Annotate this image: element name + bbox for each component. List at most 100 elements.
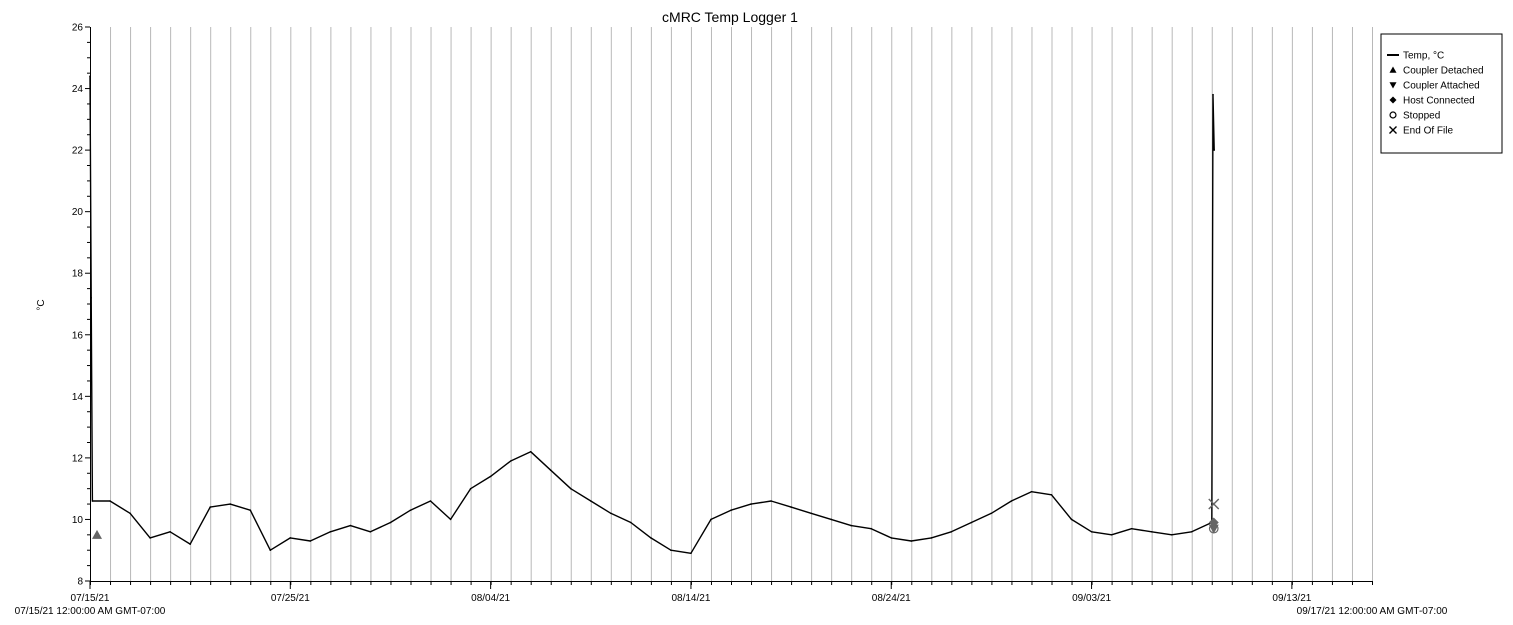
temp-data-point [790,506,792,508]
legend-host-connected-icon [1389,96,1397,104]
y-axis-label: °C [36,299,47,310]
legend-label: Host Connected [1403,96,1475,107]
temp-data-point [89,75,91,77]
y-tick-label: 18 [72,269,84,280]
x-range-end-label: 09/17/21 12:00:00 AM GMT-07:00 [1297,606,1448,617]
y-tick-label: 10 [72,515,84,526]
temp-data-point [329,531,332,533]
temp-data-point [810,512,812,515]
y-tick-label: 20 [72,207,84,218]
temp-data-point [209,506,211,508]
temp-data-point [910,540,913,542]
temp-data-point [229,503,231,505]
temp-data-point [850,524,852,527]
temp-data-point [750,503,752,505]
temp-data-point [189,543,191,545]
legend-label: Stopped [1403,111,1440,122]
event-markers [92,498,1220,539]
legend-box [1380,33,1503,154]
temp-data-point [269,549,272,551]
temp-data-point [630,521,632,524]
coupler-detached-marker [92,529,103,539]
legend-label: Temp, °C [1403,51,1444,62]
temp-data-point [91,500,94,502]
temp-data-point [1170,534,1173,536]
temp-data-point [309,540,312,542]
temp-data-point [409,509,412,512]
x-range-start-label: 07/15/21 12:00:00 AM GMT-07:00 [15,606,166,617]
legend-end-of-file-icon [1389,126,1397,134]
temp-data-point [1130,527,1133,530]
temp-data-point [349,524,352,527]
temp-data-point [690,552,692,555]
x-tick-label: 09/13/21 [1272,593,1311,604]
temp-data-point [590,500,592,502]
temp-data-point [149,537,151,539]
temp-data-point [389,521,392,524]
temp-data-point [1090,531,1093,533]
temp-data-point [770,500,772,502]
temp-data-point [129,512,131,515]
temp-data-point [730,509,732,512]
legend-coupler-detached-icon [1389,66,1397,73]
temp-data-point [1050,494,1053,496]
temp-data-point [1010,500,1013,502]
y-tick-label: 16 [72,330,84,341]
temp-data-point [529,450,532,453]
x-tick-label: 08/24/21 [872,593,911,604]
temp-data-point [1212,93,1214,96]
temp-data-point [930,537,933,539]
y-tick-label: 14 [72,392,84,403]
legend-label: Coupler Detached [1403,66,1484,77]
legend-coupler-attached-icon [1389,82,1397,89]
temp-data-point [549,469,552,472]
series-layer [89,75,1215,555]
x-tick-label: 08/04/21 [471,593,510,604]
temp-data-point [249,509,252,512]
temp-data-point [990,512,993,515]
temp-data-point [610,512,612,515]
legend-label: Coupler Attached [1403,81,1480,92]
temp-data-point [429,500,432,502]
temp-data-point [650,537,652,539]
legend: Temp, °C Coupler Detached Coupler Attached… [1380,33,1503,154]
temp-data-point [710,518,712,521]
grid-lines [90,27,1373,581]
temp-data-point [109,500,111,502]
y-tick-label: 8 [77,577,83,588]
end-of-file-marker [1208,498,1220,510]
temp-data-point [489,475,492,478]
stopped-marker [1208,523,1219,534]
temp-data-point [830,518,832,521]
coupler-attached-marker [1208,524,1219,534]
x-tick-label: 07/25/21 [271,593,310,604]
axes: 8 10 12 14 16 18 20 22 24 26 07/15/21 07/25/21 08/04… [71,23,1373,604]
y-tick-label: 22 [72,146,84,157]
temp-data-point [670,549,672,551]
x-tick-label: 07/15/21 [71,593,110,604]
y-tick-label: 26 [72,23,84,34]
temp-data-point [870,527,872,530]
legend-stopped-icon [1389,111,1397,119]
temp-data-point [449,518,452,521]
temp-data-point [169,531,171,533]
x-tick-label: 08/14/21 [671,593,710,604]
temp-data-point [1150,531,1153,533]
chart-title: cMRC Temp Logger 1 [662,9,798,25]
temp-data-point [970,521,973,524]
temp-data-point [1030,490,1033,493]
temp-data-point [890,537,893,539]
temp-data-point [509,460,512,462]
temp-data-point [90,297,92,299]
temp-data-point [289,537,292,539]
legend-label: End Of File [1403,126,1453,137]
y-tick-label: 12 [72,453,84,464]
temp-data-point [1110,534,1113,536]
temp-data-point [369,531,372,533]
x-tick-label: 09/03/21 [1072,593,1111,604]
temp-data-point [1070,518,1073,521]
temp-data-point [1213,149,1215,151]
temp-data-point [469,487,472,490]
temp-data-point [950,531,953,533]
